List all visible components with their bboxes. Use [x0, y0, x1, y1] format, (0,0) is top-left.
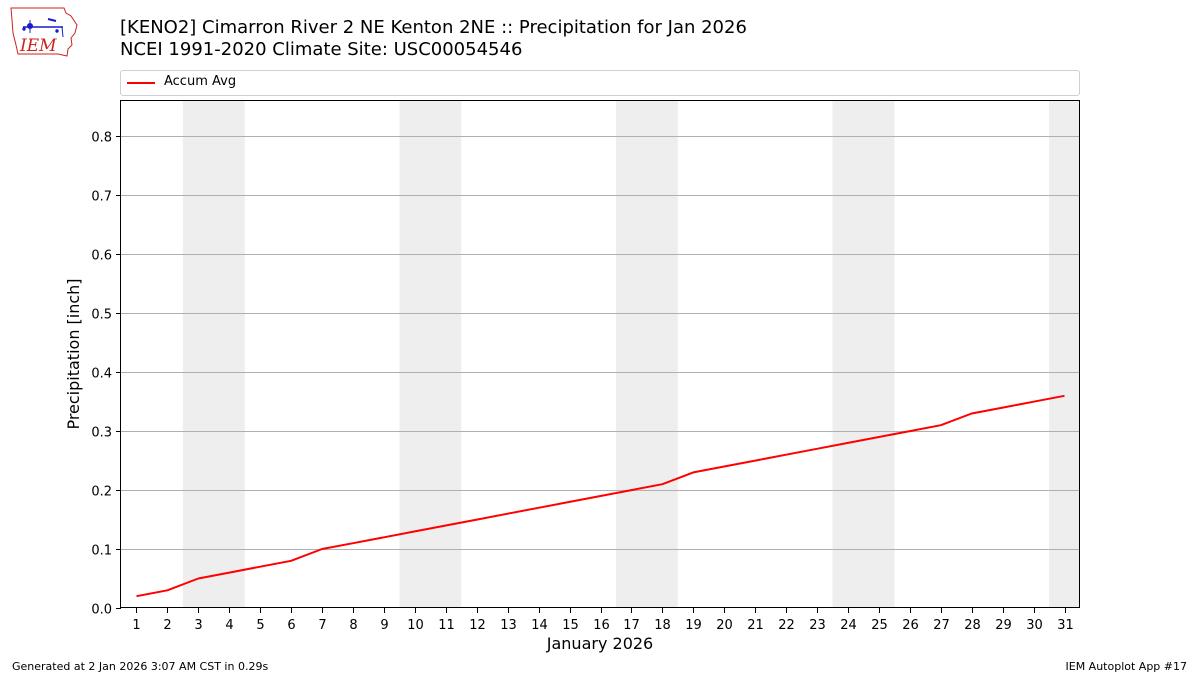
y-tick-label: 0.4 [91, 367, 112, 382]
y-tick-label: 0.6 [91, 249, 112, 264]
x-tick-label: 24 [840, 618, 857, 633]
x-tick-label: 1 [132, 618, 140, 633]
weekend-band [182, 101, 214, 608]
x-tick-label: 8 [349, 618, 357, 633]
x-axis-label: January 2026 [546, 634, 653, 653]
iowa-outline [10, 7, 78, 57]
x-tick-label: 26 [902, 618, 919, 633]
x-tick-label: 3 [194, 618, 202, 633]
x-tick-label: 21 [747, 618, 764, 633]
x-tick-label: 23 [809, 618, 826, 633]
weekend-band [615, 101, 647, 608]
x-tick-label: 31 [1057, 618, 1074, 633]
series-line-accum-avg [136, 394, 1065, 598]
x-tick-label: 13 [500, 618, 517, 633]
x-tick-label: 4 [225, 618, 233, 633]
x-tick-label: 7 [318, 618, 326, 633]
y-axis-label: Precipitation [inch] [64, 278, 83, 429]
x-tick-label: 5 [256, 618, 264, 633]
x-tick-label: 30 [1026, 618, 1043, 633]
x-tick-label: 25 [871, 618, 888, 633]
x-tick-label: 19 [685, 618, 702, 633]
app-footer: IEM Autoplot App #17 [1065, 660, 1188, 673]
y-tick-label: 0.8 [91, 131, 112, 146]
weekend-band [646, 101, 678, 608]
legend-label-accum-avg: Accum Avg [164, 74, 237, 89]
x-tick-label: 10 [407, 618, 424, 633]
weekend-band [863, 101, 895, 608]
weekend-band [399, 101, 431, 608]
y-tick-label: 0.5 [91, 308, 112, 323]
chart-title: [KENO2] Cimarron River 2 NE Kenton 2NE :… [120, 17, 747, 38]
generated-footer: Generated at 2 Jan 2026 3:07 AM CST in 0… [12, 660, 269, 673]
y-tick-label: 0.0 [91, 603, 112, 618]
x-tick-label: 28 [964, 618, 981, 633]
iem-logo: IEM [8, 5, 80, 59]
x-tick-label: 27 [933, 618, 950, 633]
weekend-band [430, 101, 462, 608]
x-tick-label: 18 [654, 618, 671, 633]
x-tick-label: 22 [778, 618, 795, 633]
weekend-band [213, 101, 245, 608]
y-tick-label: 0.2 [91, 485, 112, 500]
x-tick-label: 6 [287, 618, 295, 633]
x-tick-label: 17 [623, 618, 640, 633]
x-tick-label: 2 [163, 618, 171, 633]
y-tick-label: 0.7 [91, 190, 112, 205]
weather-station-icon [22, 18, 64, 38]
x-tick-label: 9 [380, 618, 388, 633]
x-tick-label: 29 [995, 618, 1012, 633]
weekend-band [1049, 101, 1080, 608]
legend-swatch-accum-avg [127, 82, 155, 84]
x-tick-label: 12 [469, 618, 486, 633]
legend: Accum Avg [120, 70, 1080, 96]
plot-frame [120, 100, 1080, 608]
y-tick-label: 0.1 [91, 544, 112, 559]
x-tick-label: 14 [531, 618, 548, 633]
logo-text: IEM [19, 36, 57, 56]
x-tick-label: 20 [716, 618, 733, 633]
chart-subtitle: NCEI 1991-2020 Climate Site: USC00054546 [120, 39, 523, 60]
x-tick-label: 16 [593, 618, 610, 633]
x-tick-label: 15 [562, 618, 579, 633]
x-tick-label: 11 [438, 618, 455, 633]
y-tick-label: 0.3 [91, 426, 112, 441]
weekend-band [832, 101, 864, 608]
